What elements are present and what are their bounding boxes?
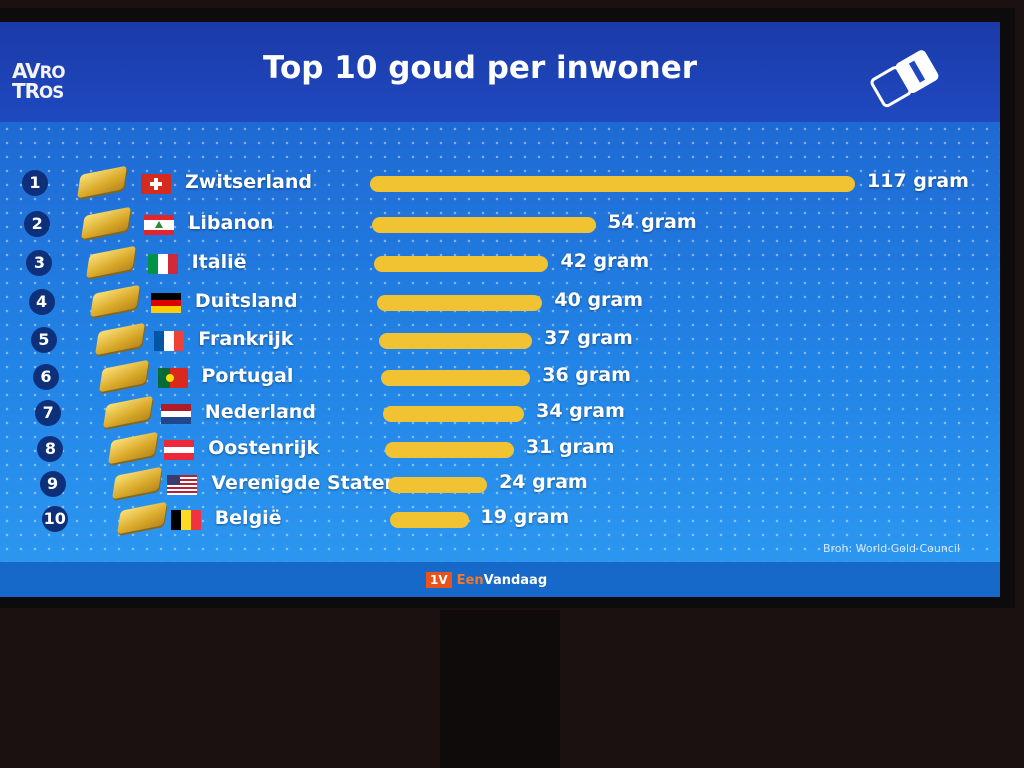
brand-een: Een: [456, 572, 484, 588]
value-label: 36 gram: [542, 364, 631, 386]
brand-vandaag: Vandaag: [483, 572, 548, 588]
gold-bar-icon: [85, 245, 136, 279]
flag-it-icon: [147, 254, 178, 274]
gold-bar-icon: [99, 359, 149, 393]
flag-pt-icon: [157, 368, 188, 388]
country-label: Duitsland: [194, 290, 298, 312]
eenvandaag-logo: 1V EenVandaag: [426, 572, 547, 588]
flag-at-icon: [164, 440, 195, 460]
chart-row: 9 Verenigde Staten 24 gram: [0, 466, 1000, 500]
bar-ch: [370, 176, 855, 192]
flag-be-icon: [170, 510, 201, 530]
eenvandaag-badge: 1V: [426, 572, 452, 588]
bar-at: [385, 442, 514, 458]
flag-nl-icon: [160, 404, 191, 424]
chart-title: Top 10 goud per inwoner: [262, 50, 698, 86]
bar-nl: [383, 406, 525, 422]
gold-bar-icon: [103, 395, 154, 429]
gold-bar-icon: [90, 284, 141, 318]
flag-de-icon: [150, 293, 181, 313]
value-label: 117 gram: [867, 170, 969, 192]
value-label: 54 gram: [608, 211, 697, 233]
chart-row: 2 Libanon 54 gram: [0, 206, 1000, 240]
country-label: België: [214, 507, 282, 529]
flag-fr-icon: [154, 331, 185, 351]
gold-bar-icon: [77, 165, 127, 199]
value-label: 40 gram: [554, 289, 644, 311]
bar-be: [389, 512, 469, 528]
country-label: Portugal: [201, 365, 294, 387]
rank-badge: 1: [22, 170, 48, 196]
flag-us-icon: [167, 475, 198, 495]
gold-bar-icon: [94, 322, 145, 356]
country-label: Italië: [191, 251, 247, 273]
tv-screen: AVRO TROS Top 10 goud per inwoner 1 Zwitse…: [0, 22, 1000, 597]
country-label: Oostenrijk: [208, 437, 320, 459]
bar-fr: [378, 333, 533, 349]
chart-row: 10 België 19 gram: [0, 501, 1000, 535]
gold-bar-icon: [112, 466, 163, 500]
avrotros-logo: AVRO TROS: [12, 59, 66, 103]
gold-bar-icon: [116, 501, 167, 535]
chart-row: 7 Nederland 34 gram: [0, 395, 1000, 429]
country-label: Nederland: [204, 401, 316, 423]
rank-badge: 4: [28, 289, 55, 315]
chart-row: 5 Frankrijk 37 gram: [0, 322, 1000, 356]
value-label: 19 gram: [480, 506, 570, 528]
rank-badge: 5: [30, 327, 57, 353]
flag-ch-icon: [141, 174, 171, 194]
bar-us: [387, 477, 488, 493]
rank-badge: 3: [26, 250, 53, 276]
flag-lb-icon: [144, 215, 175, 235]
chart-row: 1 Zwitserland 117 gram: [0, 165, 1000, 199]
rank-badge: 7: [35, 400, 62, 426]
value-label: 42 gram: [560, 250, 650, 272]
value-label: 31 gram: [525, 436, 615, 458]
npo1-logo: [870, 50, 939, 108]
chart-row: 6 Portugal 36 gram: [0, 359, 1000, 393]
source-note: Broh: World Gold Council: [822, 542, 960, 555]
bar-lb: [372, 217, 597, 233]
country-label: Zwitserland: [185, 171, 312, 193]
rank-badge: 6: [33, 364, 59, 390]
rank-badge: 8: [37, 436, 64, 462]
bar-it: [374, 256, 549, 272]
gold-bar-icon: [107, 431, 158, 465]
gold-bar-icon: [81, 206, 132, 240]
tv-stand: [440, 610, 560, 768]
country-label: Frankrijk: [198, 328, 294, 350]
bar-de: [376, 295, 543, 311]
country-label: Verenigde Staten: [211, 472, 399, 494]
bar-pt: [381, 370, 531, 386]
footer-bar: [0, 562, 1000, 597]
header: AVRO TROS Top 10 goud per inwoner: [0, 22, 1000, 122]
value-label: 34 gram: [536, 400, 625, 422]
value-label: 24 gram: [499, 471, 588, 493]
chart-row: 8 Oostenrijk 31 gram: [0, 431, 1000, 465]
rank-badge: 10: [41, 506, 68, 532]
rank-badge: 9: [39, 471, 66, 497]
rank-badge: 2: [24, 211, 51, 237]
country-label: Libanon: [188, 212, 274, 234]
chart-row: 3 Italië 42 gram: [0, 245, 1000, 279]
value-label: 37 gram: [544, 327, 633, 349]
chart-row: 4 Duitsland 40 gram: [0, 284, 1000, 318]
